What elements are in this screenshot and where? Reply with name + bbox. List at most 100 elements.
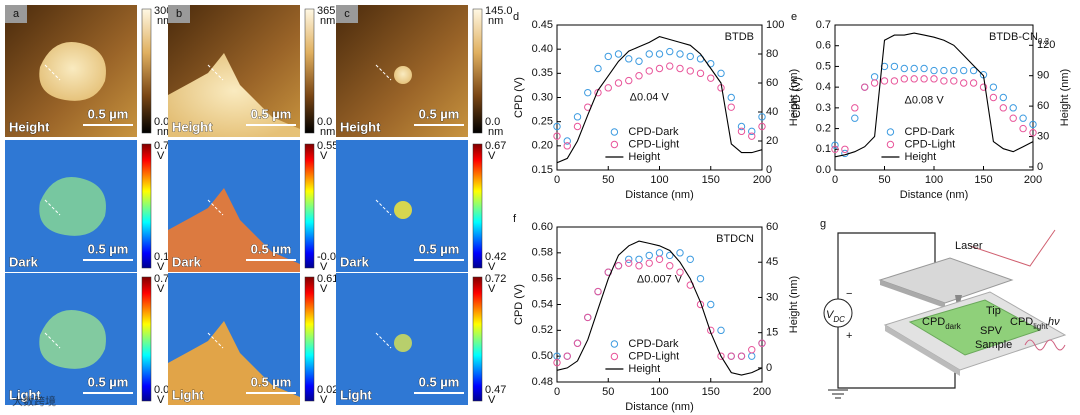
colorbar-max: 0.55 <box>317 140 338 152</box>
y-axis-label: CPD (V) <box>791 77 803 118</box>
y-tick-label: 0.60 <box>532 221 553 233</box>
x-tick-label: 0 <box>832 174 838 186</box>
y2-tick-label: 30 <box>766 291 778 303</box>
data-point <box>727 352 735 360</box>
data-point <box>604 52 612 61</box>
data-point <box>676 268 684 276</box>
data-point <box>645 251 653 260</box>
colorbar <box>304 143 315 269</box>
panel-label: g <box>820 218 826 230</box>
data-point <box>717 326 725 335</box>
data-point <box>861 83 869 91</box>
colorbar-unit: nm <box>488 15 503 27</box>
y-tick-label: 0.15 <box>532 164 553 176</box>
colorbar-unit: V <box>157 150 165 162</box>
scale-bar-label: 0.5 µm <box>88 241 129 256</box>
x-tick-label: 100 <box>925 174 943 186</box>
panel-label-box <box>336 5 358 23</box>
data-point <box>635 57 643 65</box>
image-feature <box>394 201 412 219</box>
colorbar <box>304 276 315 402</box>
profile-line <box>44 64 61 81</box>
x-tick-label: 50 <box>602 174 614 186</box>
y-tick-label: 0.4 <box>816 81 831 93</box>
profile-line <box>207 332 224 349</box>
y2-tick-label: 15 <box>766 327 778 339</box>
profile-line <box>375 332 392 349</box>
height-line <box>556 36 763 164</box>
y-tick-label: 0.25 <box>532 116 553 128</box>
chart-title: BTDCN <box>716 233 754 245</box>
height-line <box>834 32 1034 158</box>
data-point <box>960 66 968 75</box>
data-point <box>950 66 958 75</box>
row-label: Dark <box>9 254 39 269</box>
y2-axis-label: Height (nm) <box>788 69 800 126</box>
colorbar-max: 0.72 <box>485 273 506 285</box>
colorbar-unit: V <box>488 394 496 406</box>
colorbar-unit: V <box>488 261 496 273</box>
y-tick-label: 0.6 <box>816 40 831 52</box>
data-point <box>625 55 633 63</box>
row-label: Height <box>172 119 213 134</box>
data-point <box>1019 124 1027 133</box>
x-tick-label: 150 <box>702 174 720 186</box>
data-point <box>1009 104 1017 112</box>
scale-bar-label: 0.5 µm <box>251 106 292 121</box>
chart-title-sub: 0.2 <box>1038 37 1050 46</box>
substrate-edge <box>885 325 960 376</box>
scale-bar-label: 0.5 µm <box>419 241 460 256</box>
panel-label: c <box>344 8 350 20</box>
data-point <box>645 50 653 58</box>
data-point <box>563 137 571 145</box>
y2-axis-label: Height (nm) <box>1059 69 1071 126</box>
profile-line <box>207 199 224 216</box>
y-tick-label: 0.58 <box>532 247 553 259</box>
data-point <box>870 79 879 87</box>
light-label: hν <box>1048 316 1060 328</box>
colorbar-unit: nm <box>320 126 335 138</box>
data-point <box>979 83 988 91</box>
legend-label: CPD-Dark <box>628 338 679 350</box>
light-wave <box>1024 339 1066 351</box>
x-axis-label: Distance (nm) <box>625 189 693 201</box>
data-point <box>625 76 633 85</box>
colorbar-unit: nm <box>488 126 503 138</box>
colorbar-min: 0.0 <box>485 116 500 128</box>
data-point <box>707 300 715 309</box>
x-tick-label: 150 <box>702 386 720 398</box>
colorbar-min: 0.0 <box>317 116 332 128</box>
colorbar-min: 0.47 <box>485 384 506 396</box>
y2-tick-label: 120 <box>1037 39 1055 51</box>
spv-label: SPV <box>980 325 1003 337</box>
panel-label-box <box>5 5 27 23</box>
colorbar-max: 0.67 <box>485 140 506 152</box>
y2-tick-label: 60 <box>1037 100 1049 112</box>
y-tick-label: 0.40 <box>532 43 553 55</box>
colorbar-unit: V <box>320 283 328 295</box>
image-feature <box>394 66 412 84</box>
data-point <box>910 75 918 83</box>
panel-label: b <box>176 8 182 20</box>
y-axis-label: CPD (V) <box>513 284 525 325</box>
y-tick-label: 0.3 <box>816 102 831 114</box>
data-point <box>890 62 899 71</box>
image-feature <box>39 177 106 236</box>
image-feature <box>168 321 300 405</box>
y2-tick-label: 90 <box>1037 70 1049 82</box>
plus-label: + <box>846 330 852 342</box>
legend-label: CPD-Light <box>628 138 679 150</box>
colorbar-unit: V <box>320 150 328 162</box>
y2-tick-label: 80 <box>766 48 778 60</box>
data-point <box>890 77 899 85</box>
data-point <box>563 352 571 360</box>
data-point <box>870 73 879 81</box>
data-point <box>625 255 633 263</box>
y-tick-label: 0.2 <box>816 122 831 134</box>
data-point <box>553 122 561 131</box>
row-label: Height <box>9 119 50 134</box>
annotation: Δ0.04 V <box>630 91 670 103</box>
height-line <box>556 240 763 376</box>
